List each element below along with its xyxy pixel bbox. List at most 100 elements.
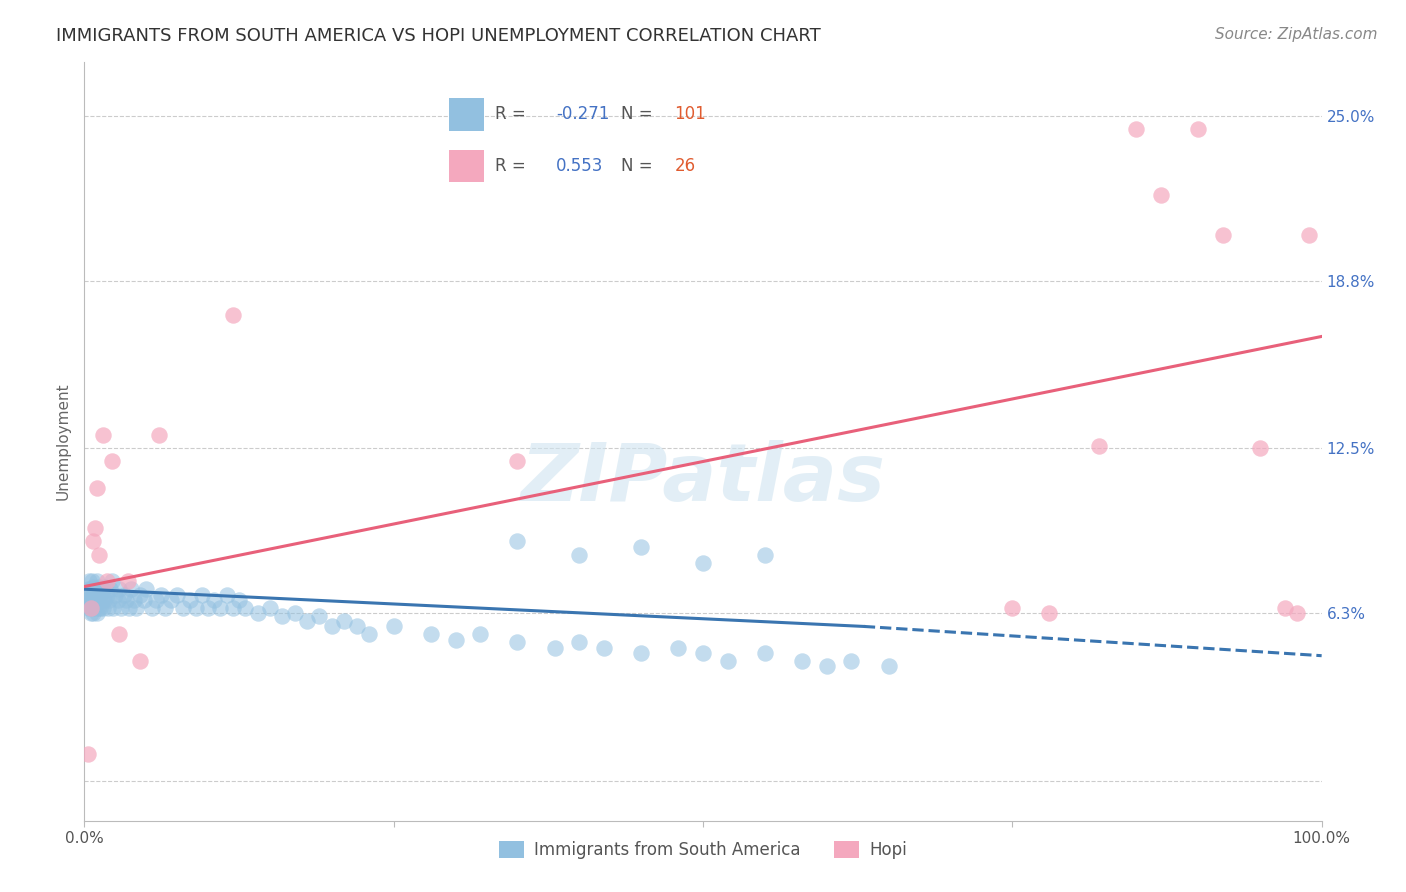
Point: [79, 587, 101, 601]
Point: [1187, 122, 1209, 136]
Point: [108, 627, 131, 641]
Point: [215, 587, 238, 601]
Point: [321, 619, 343, 633]
Point: [79, 600, 101, 615]
Point: [86, 574, 108, 589]
Text: Source: ZipAtlas.com: Source: ZipAtlas.com: [1215, 27, 1378, 42]
Point: [82, 606, 104, 620]
Point: [82, 592, 104, 607]
Point: [568, 635, 591, 649]
Point: [246, 606, 269, 620]
Point: [1125, 122, 1147, 136]
Point: [91, 582, 114, 597]
Point: [1298, 228, 1320, 243]
Point: [1150, 188, 1173, 202]
Point: [692, 646, 714, 660]
Point: [89, 592, 111, 607]
Point: [79, 600, 101, 615]
Point: [1212, 228, 1234, 243]
Point: [89, 600, 111, 615]
Point: [506, 454, 529, 468]
Point: [333, 614, 356, 628]
Point: [100, 574, 122, 589]
Point: [77, 747, 100, 761]
Point: [84, 582, 107, 597]
Point: [90, 592, 112, 607]
Point: [129, 654, 152, 668]
Point: [419, 627, 441, 641]
Point: [101, 600, 124, 615]
Point: [115, 592, 138, 607]
Point: [82, 534, 104, 549]
Point: [197, 600, 219, 615]
Point: [160, 592, 183, 607]
Point: [754, 548, 776, 562]
Point: [166, 587, 188, 601]
Point: [568, 548, 591, 562]
Point: [1001, 600, 1024, 615]
Point: [89, 587, 111, 601]
Point: [84, 521, 107, 535]
Point: [83, 587, 105, 601]
Point: [80, 587, 103, 601]
Point: [271, 608, 294, 623]
Point: [179, 592, 201, 607]
Point: [86, 606, 108, 620]
Point: [209, 600, 232, 615]
Point: [87, 600, 110, 615]
Point: [97, 600, 120, 615]
Point: [228, 592, 250, 607]
Point: [84, 592, 107, 607]
Y-axis label: Unemployment: Unemployment: [55, 383, 70, 500]
Point: [172, 600, 194, 615]
Point: [82, 580, 104, 594]
Point: [470, 627, 492, 641]
Point: [444, 632, 467, 647]
Point: [222, 308, 245, 322]
Point: [89, 580, 111, 594]
Point: [91, 428, 114, 442]
Point: [1249, 441, 1271, 455]
Point: [308, 608, 330, 623]
Point: [295, 614, 318, 628]
Point: [76, 598, 98, 612]
Point: [815, 659, 838, 673]
Point: [125, 600, 148, 615]
Point: [145, 592, 167, 607]
Point: [153, 600, 176, 615]
Point: [284, 606, 307, 620]
Point: [506, 635, 529, 649]
Point: [87, 582, 110, 597]
Point: [122, 592, 145, 607]
Point: [89, 548, 111, 562]
Point: [1038, 606, 1060, 620]
Point: [129, 587, 152, 601]
Point: [877, 659, 900, 673]
Point: [754, 646, 776, 660]
Point: [233, 600, 256, 615]
Point: [357, 627, 380, 641]
Point: [692, 556, 714, 570]
Point: [79, 574, 101, 589]
Point: [110, 600, 132, 615]
Point: [107, 592, 129, 607]
Text: IMMIGRANTS FROM SOUTH AMERICA VS HOPI UNEMPLOYMENT CORRELATION CHART: IMMIGRANTS FROM SOUTH AMERICA VS HOPI UN…: [56, 27, 821, 45]
Point: [1274, 600, 1296, 615]
Point: [104, 587, 127, 601]
Point: [1088, 438, 1111, 452]
Point: [790, 654, 813, 668]
Point: [666, 640, 689, 655]
Point: [202, 592, 225, 607]
Point: [259, 600, 281, 615]
Text: ZIPatlas: ZIPatlas: [520, 441, 886, 518]
Point: [150, 587, 173, 601]
Point: [148, 428, 170, 442]
Point: [593, 640, 616, 655]
Point: [222, 600, 245, 615]
Point: [543, 640, 565, 655]
Point: [112, 587, 135, 601]
Point: [108, 582, 131, 597]
Point: [118, 600, 141, 615]
Point: [184, 600, 207, 615]
Point: [98, 582, 121, 597]
